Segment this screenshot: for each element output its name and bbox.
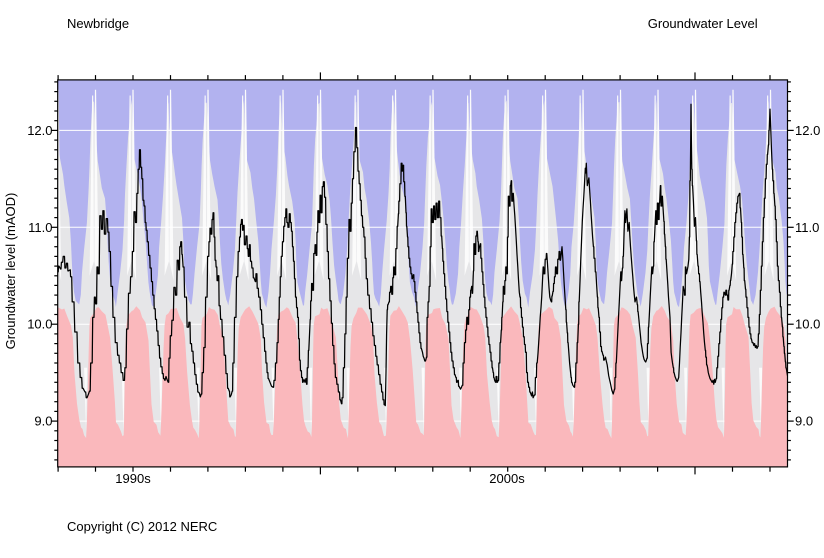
svg-text:Copyright (C) 2012 NERC: Copyright (C) 2012 NERC: [67, 519, 217, 534]
svg-text:Newbridge: Newbridge: [67, 16, 129, 31]
svg-text:Groundwater level (mAOD): Groundwater level (mAOD): [3, 193, 18, 350]
svg-text:12.0: 12.0: [27, 123, 52, 138]
svg-text:10.0: 10.0: [795, 317, 820, 332]
svg-text:12.0: 12.0: [795, 123, 820, 138]
svg-text:11.0: 11.0: [28, 220, 52, 235]
svg-text:9.0: 9.0: [795, 414, 813, 429]
svg-text:1990s: 1990s: [115, 471, 151, 486]
svg-text:Groundwater Level: Groundwater Level: [648, 16, 758, 31]
svg-text:11.0: 11.0: [795, 220, 819, 235]
svg-text:9.0: 9.0: [34, 414, 52, 429]
svg-text:2000s: 2000s: [489, 471, 525, 486]
svg-text:10.0: 10.0: [27, 317, 52, 332]
